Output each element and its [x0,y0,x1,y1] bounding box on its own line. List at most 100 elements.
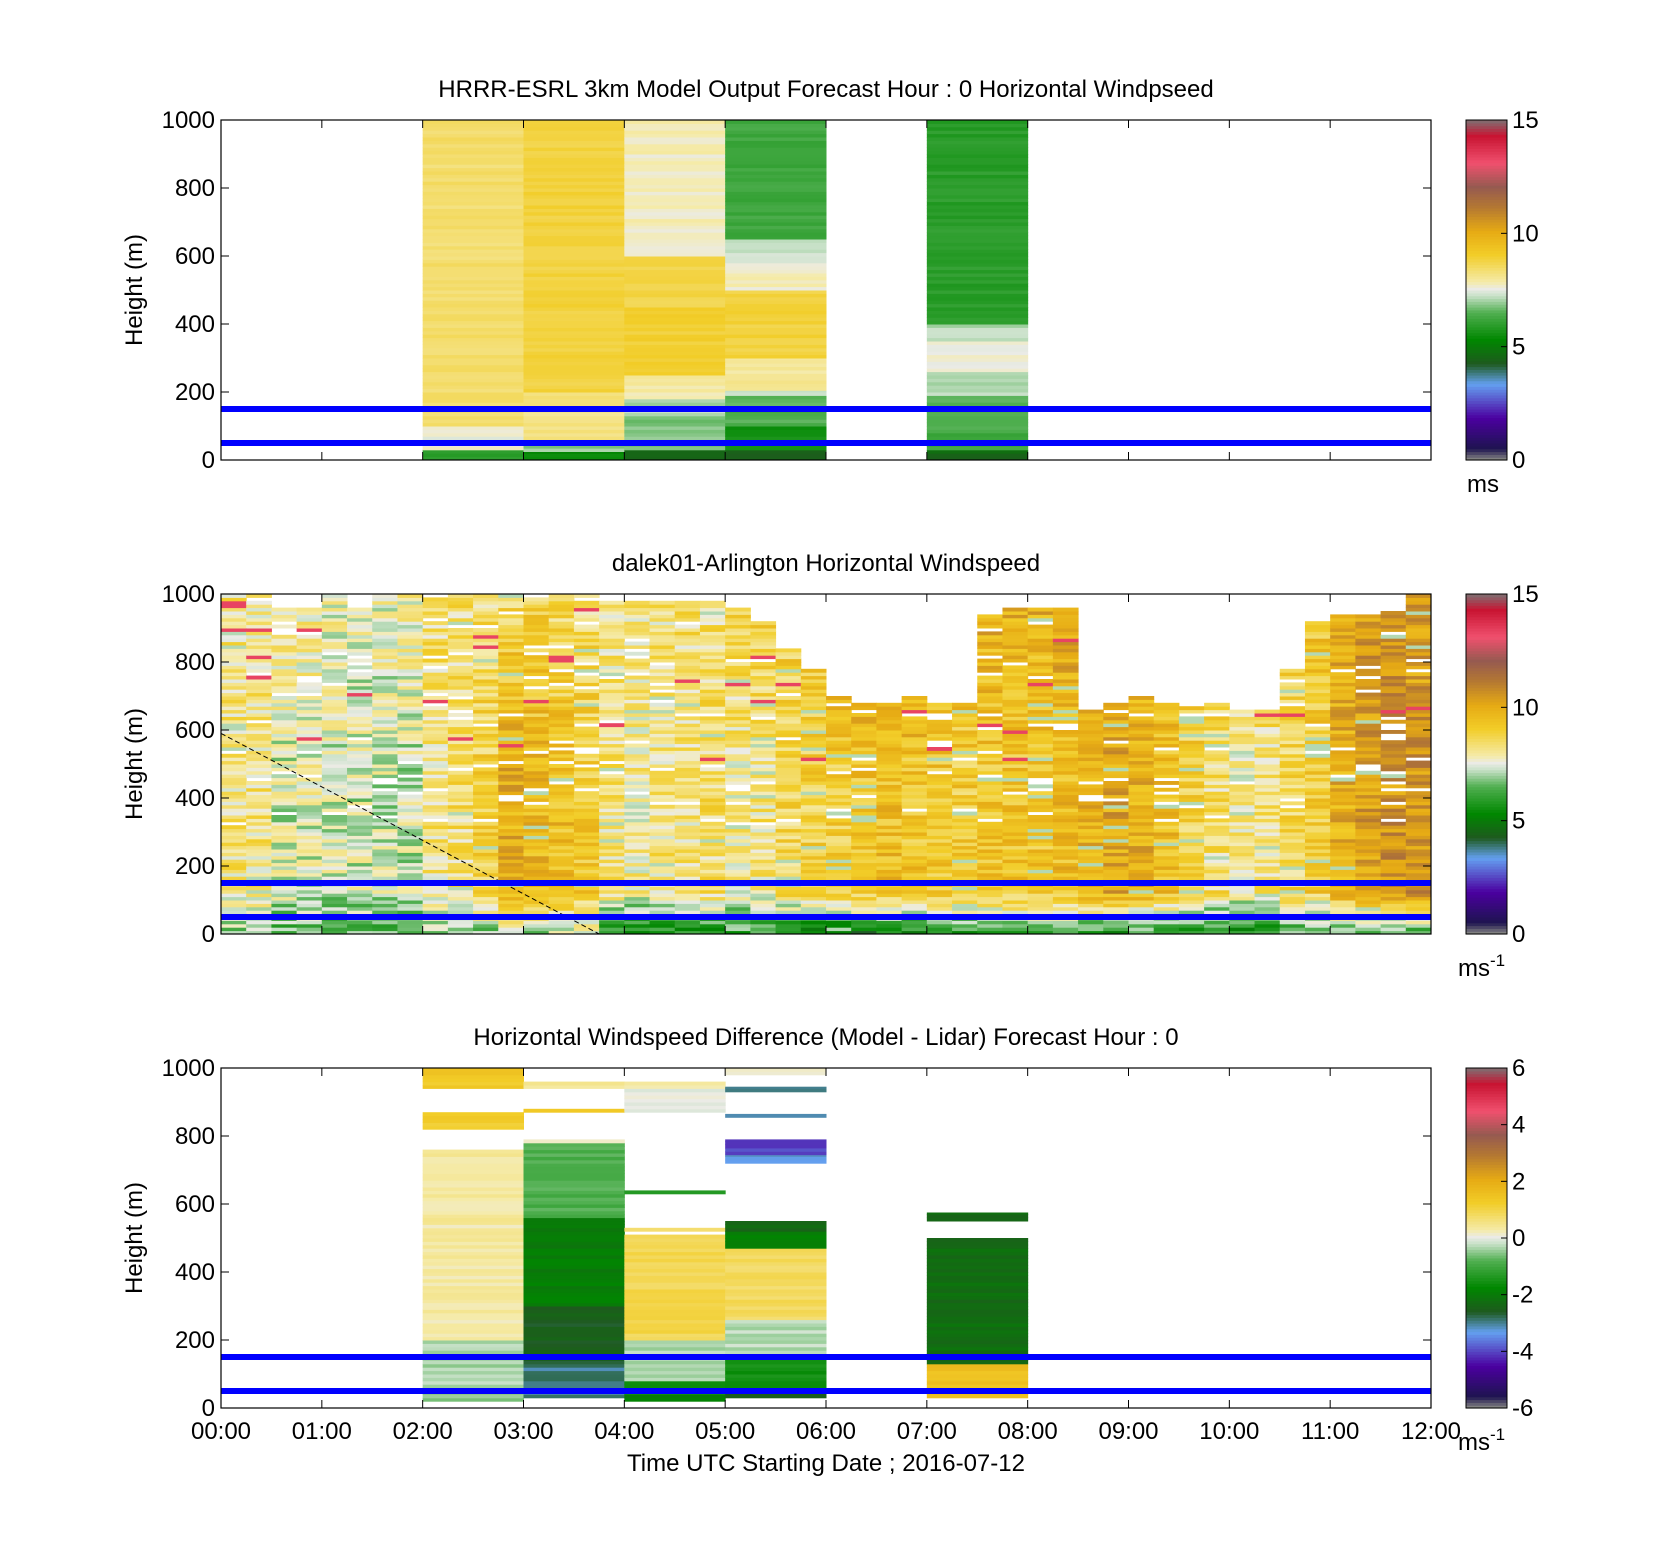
heatmap-cell [1405,726,1431,731]
heatmap-cell [1355,628,1382,632]
heatmap-cell [1330,767,1356,772]
heatmap-cell [775,719,802,724]
heatmap-cell [1178,876,1205,881]
heatmap-cell [447,869,474,874]
heatmap-cell [271,835,298,840]
heatmap-cell [321,617,348,622]
colorbar-segment [1466,440,1507,444]
heatmap-cell [1380,886,1407,891]
heatmap-cell [649,753,676,758]
heatmap-cell [775,757,802,762]
heatmap-cell [422,269,524,274]
heatmap-cell [1304,696,1331,700]
heatmap-cell [296,621,323,626]
heatmap-cell [624,900,651,904]
heatmap-cell [1128,855,1155,860]
heatmap-cell [397,692,424,697]
heatmap-cell [674,611,701,615]
heatmap-cell [775,648,802,653]
heatmap-cell [826,900,852,904]
heatmap-cell [548,893,575,898]
heatmap-cell [624,804,651,809]
colorbar-segment [1466,409,1507,413]
heatmap-cell [447,811,474,816]
heatmap-cell [649,679,676,683]
heatmap-cell [321,594,348,598]
heatmap-cell [422,296,524,301]
heatmap-cell [1405,719,1431,724]
heatmap-cell [422,1323,524,1327]
heatmap-cell [246,730,272,734]
heatmap-cell [1254,764,1281,768]
colorbar-segment [1466,613,1507,618]
heatmap-cell [1405,689,1431,694]
heatmap-cell [699,679,726,683]
heatmap-cell [649,791,676,796]
colorbar-segment [1466,798,1507,802]
heatmap-cell [1128,740,1155,745]
heatmap-cell [372,692,398,697]
heatmap-cell [246,692,272,697]
heatmap-cell [397,641,424,646]
heatmap-cell [750,709,777,714]
heatmap-cell [548,699,575,704]
heatmap-cell [1279,706,1306,711]
heatmap-cell [473,757,499,762]
heatmap-cell [1153,876,1180,881]
heatmap-cell [447,852,474,857]
heatmap-cell [1355,927,1382,932]
heatmap-cell [523,444,625,449]
heatmap-cell [498,597,524,602]
heatmap-cell [1002,764,1029,768]
heatmap-cell [447,835,474,840]
heatmap-cell [548,876,575,881]
heatmap-cell [599,808,625,813]
heatmap-cell [901,866,928,870]
heatmap-cell [422,1200,524,1205]
heatmap-cell [876,730,903,734]
heatmap-cell [1204,903,1230,908]
heatmap-cell [775,675,802,680]
heatmap-cell [1178,896,1205,901]
heatmap-cell [1204,896,1230,901]
heatmap-cell [1380,774,1407,779]
heatmap-cell [901,760,928,765]
heatmap-cell [372,631,398,636]
heatmap-cell [977,821,1003,826]
heatmap-cell [347,770,373,775]
heatmap-cell [1027,655,1054,660]
heatmap-cell [271,747,298,751]
heatmap-cell [246,607,272,612]
heatmap-cell [1279,815,1306,819]
heatmap-cell [548,886,575,891]
heatmap-cell [926,126,1029,131]
heatmap-cell [221,859,247,864]
heatmap-cell [498,862,524,867]
heatmap-cell [901,750,928,755]
heatmap-cell [1355,760,1382,765]
heatmap-cell [246,784,272,789]
heatmap-cell [523,211,625,216]
heatmap-cell [1002,750,1029,755]
heatmap-cell [725,126,827,131]
heatmap-cell [1229,869,1256,874]
heatmap-cell [800,692,827,697]
heatmap-cell [725,764,751,768]
heatmap-cell [271,781,298,785]
heatmap-cell [397,651,424,656]
heatmap-cell [1405,920,1431,925]
heatmap-cell [649,706,676,711]
heatmap-cell [1405,730,1431,734]
heatmap-cell [321,849,348,853]
heatmap-cell [523,451,625,454]
heatmap-cell [1229,791,1256,796]
heatmap-cell [674,774,701,779]
heatmap-cell [422,1326,524,1331]
heatmap-cell [422,750,449,755]
heatmap-cell [1204,743,1230,748]
heatmap-cell [473,855,499,860]
heatmap-cell [1153,842,1180,847]
heatmap-cell [246,791,272,796]
heatmap-cell [901,825,928,830]
heatmap-cell [624,273,726,277]
